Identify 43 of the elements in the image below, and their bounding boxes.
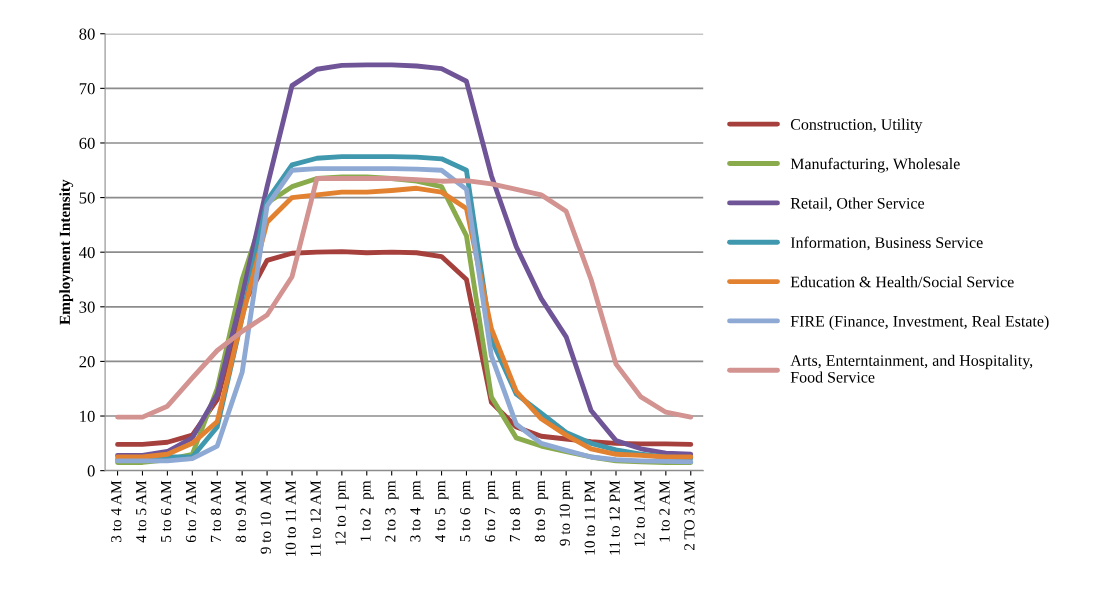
x-tick-label: 3 to 4 pm xyxy=(410,480,424,542)
x-tick-label: 2 TO 3 AM xyxy=(684,480,695,551)
y-tick-label: 30 xyxy=(79,301,95,313)
x-tick-label: 8 to 9 pm xyxy=(534,480,549,542)
y-axis-title: Employment Intensity xyxy=(59,179,74,325)
y-tick-label: 0 xyxy=(87,465,95,477)
legend-label: Information, Business Service xyxy=(790,236,983,251)
x-tick-label: 11 to 12 PM xyxy=(609,480,620,555)
x-tick-label: 9 to 10 pm xyxy=(559,480,574,546)
x-tick-label: 8 to 9 AM xyxy=(235,480,246,543)
y-tick-label: 40 xyxy=(79,246,95,259)
x-tick-label: 12 to 1AM xyxy=(634,480,645,547)
x-tick-label: 3 to 4 AM xyxy=(111,480,122,543)
legend-label: Construction, Utility xyxy=(790,118,923,134)
legend-label: Retail, Other Service xyxy=(790,197,925,211)
x-tick-label: 2 to 3 pm xyxy=(385,480,399,542)
x-tick-label: 10 to 11 PM xyxy=(584,480,595,555)
y-tick-label: 50 xyxy=(79,192,95,204)
x-tick-label: 12 to 1 pm xyxy=(335,480,349,545)
legend-label: Manufacturing, Wholesale xyxy=(790,157,960,173)
y-tick-label: 20 xyxy=(79,356,95,368)
x-tick-label: 11 to 12 AM xyxy=(310,480,321,557)
x-tick-label: 6 to 7 AM xyxy=(185,480,197,543)
y-tick-label: 60 xyxy=(79,137,95,149)
x-tick-label: 5 to 6 pm xyxy=(460,480,474,542)
x-tick-label: 9 to 10 AM xyxy=(260,480,271,554)
y-tick-label: 70 xyxy=(79,83,95,95)
line-series xyxy=(115,176,694,420)
x-tick-label: 6 to 7 pm xyxy=(484,480,499,542)
x-tick-label: 10 to 11 AM xyxy=(285,480,296,557)
y-tick-label: 80 xyxy=(79,28,95,40)
legend-label: Arts, Enterntainment, and Hospitality, Food Service xyxy=(790,354,1033,383)
x-tick-label: 7 to 8 pm xyxy=(509,480,524,542)
x-tick-label: 7 to 8 AM xyxy=(210,480,222,542)
y-tick-label: 10 xyxy=(80,410,95,422)
x-tick-label: 5 to 6 AM xyxy=(160,480,172,542)
line-series xyxy=(115,62,694,458)
x-tick-label: 1 to 2 AM xyxy=(659,480,670,542)
x-tick-label: 4 to 5 AM xyxy=(136,480,147,543)
x-tick-label: 1 to 2 pm xyxy=(360,480,374,541)
x-tick-label: 4 to 5 pm xyxy=(435,480,449,543)
legend-label: FIRE (Finance, Investment, Real Estate) xyxy=(790,315,1049,330)
legend-label: Education & Health/Social Service xyxy=(790,276,1014,288)
